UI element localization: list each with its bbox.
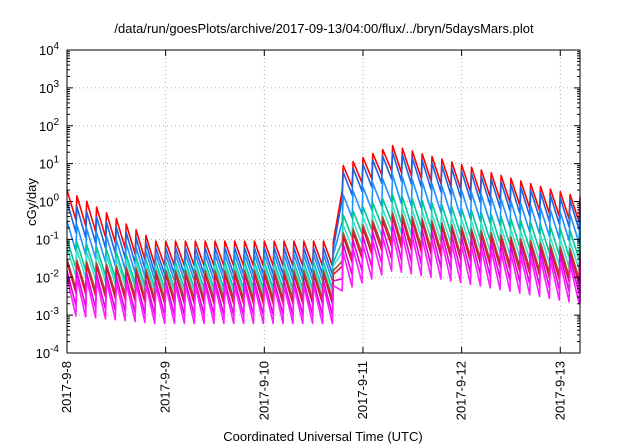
y-tick-label: 10-4 <box>36 344 60 361</box>
y-tick-label-exponent: -1 <box>50 230 59 241</box>
x-tick-label: 2017-9-13 <box>552 361 567 420</box>
y-tick-label-base: 10 <box>36 346 50 361</box>
data-series <box>66 144 581 325</box>
y-tick-label-base: 10 <box>39 119 53 134</box>
x-tick-label: 2017-9-8 <box>59 361 74 413</box>
y-tick-label-exponent: -4 <box>50 344 59 355</box>
x-tick-label: 2017-9-10 <box>256 361 271 420</box>
x-tick-label: 2017-9-9 <box>158 361 173 413</box>
y-tick-label-exponent: -2 <box>50 268 59 279</box>
y-tick-label-exponent: 3 <box>53 79 59 90</box>
chart-title: /data/run/goesPlots/archive/2017-09-13/0… <box>114 21 534 36</box>
y-tick-label: 10-3 <box>36 306 60 323</box>
y-tick-label-base: 10 <box>36 232 50 247</box>
y-tick-label-exponent: 0 <box>53 193 59 204</box>
y-tick-label: 101 <box>39 155 59 172</box>
y-axis-label: cGy/day <box>24 178 39 226</box>
y-tick-label: 10-2 <box>36 268 60 285</box>
x-tick-labels: 2017-9-8 2017-9-9 2017-9-10 2017-9-11 2017-9… <box>59 361 567 420</box>
axis-ticks <box>66 49 580 354</box>
x-axis-label: Coordinated Universal Time (UTC) <box>223 429 422 444</box>
y-tick-label-exponent: 2 <box>53 117 59 128</box>
y-tick-label-base: 10 <box>36 270 50 285</box>
y-tick-label-base: 10 <box>39 195 53 210</box>
y-tick-label-base: 10 <box>39 157 53 172</box>
x-tick-label: 2017-9-12 <box>454 361 469 420</box>
y-tick-label-exponent: 4 <box>53 41 59 52</box>
y-tick-label-base: 10 <box>39 43 53 58</box>
y-tick-label-exponent: -3 <box>50 306 59 317</box>
y-tick-label: 10-1 <box>36 230 60 247</box>
y-tick-label-exponent: 1 <box>53 155 59 166</box>
x-tick-label: 2017-9-11 <box>355 361 370 419</box>
y-tick-label-base: 10 <box>39 81 53 96</box>
y-tick-label: 103 <box>39 79 59 96</box>
series-line <box>66 231 581 325</box>
y-tick-label-base: 10 <box>36 308 50 323</box>
y-tick-label: 102 <box>39 117 59 134</box>
y-tick-label: 100 <box>39 193 59 210</box>
y-tick-label: 104 <box>39 41 59 58</box>
